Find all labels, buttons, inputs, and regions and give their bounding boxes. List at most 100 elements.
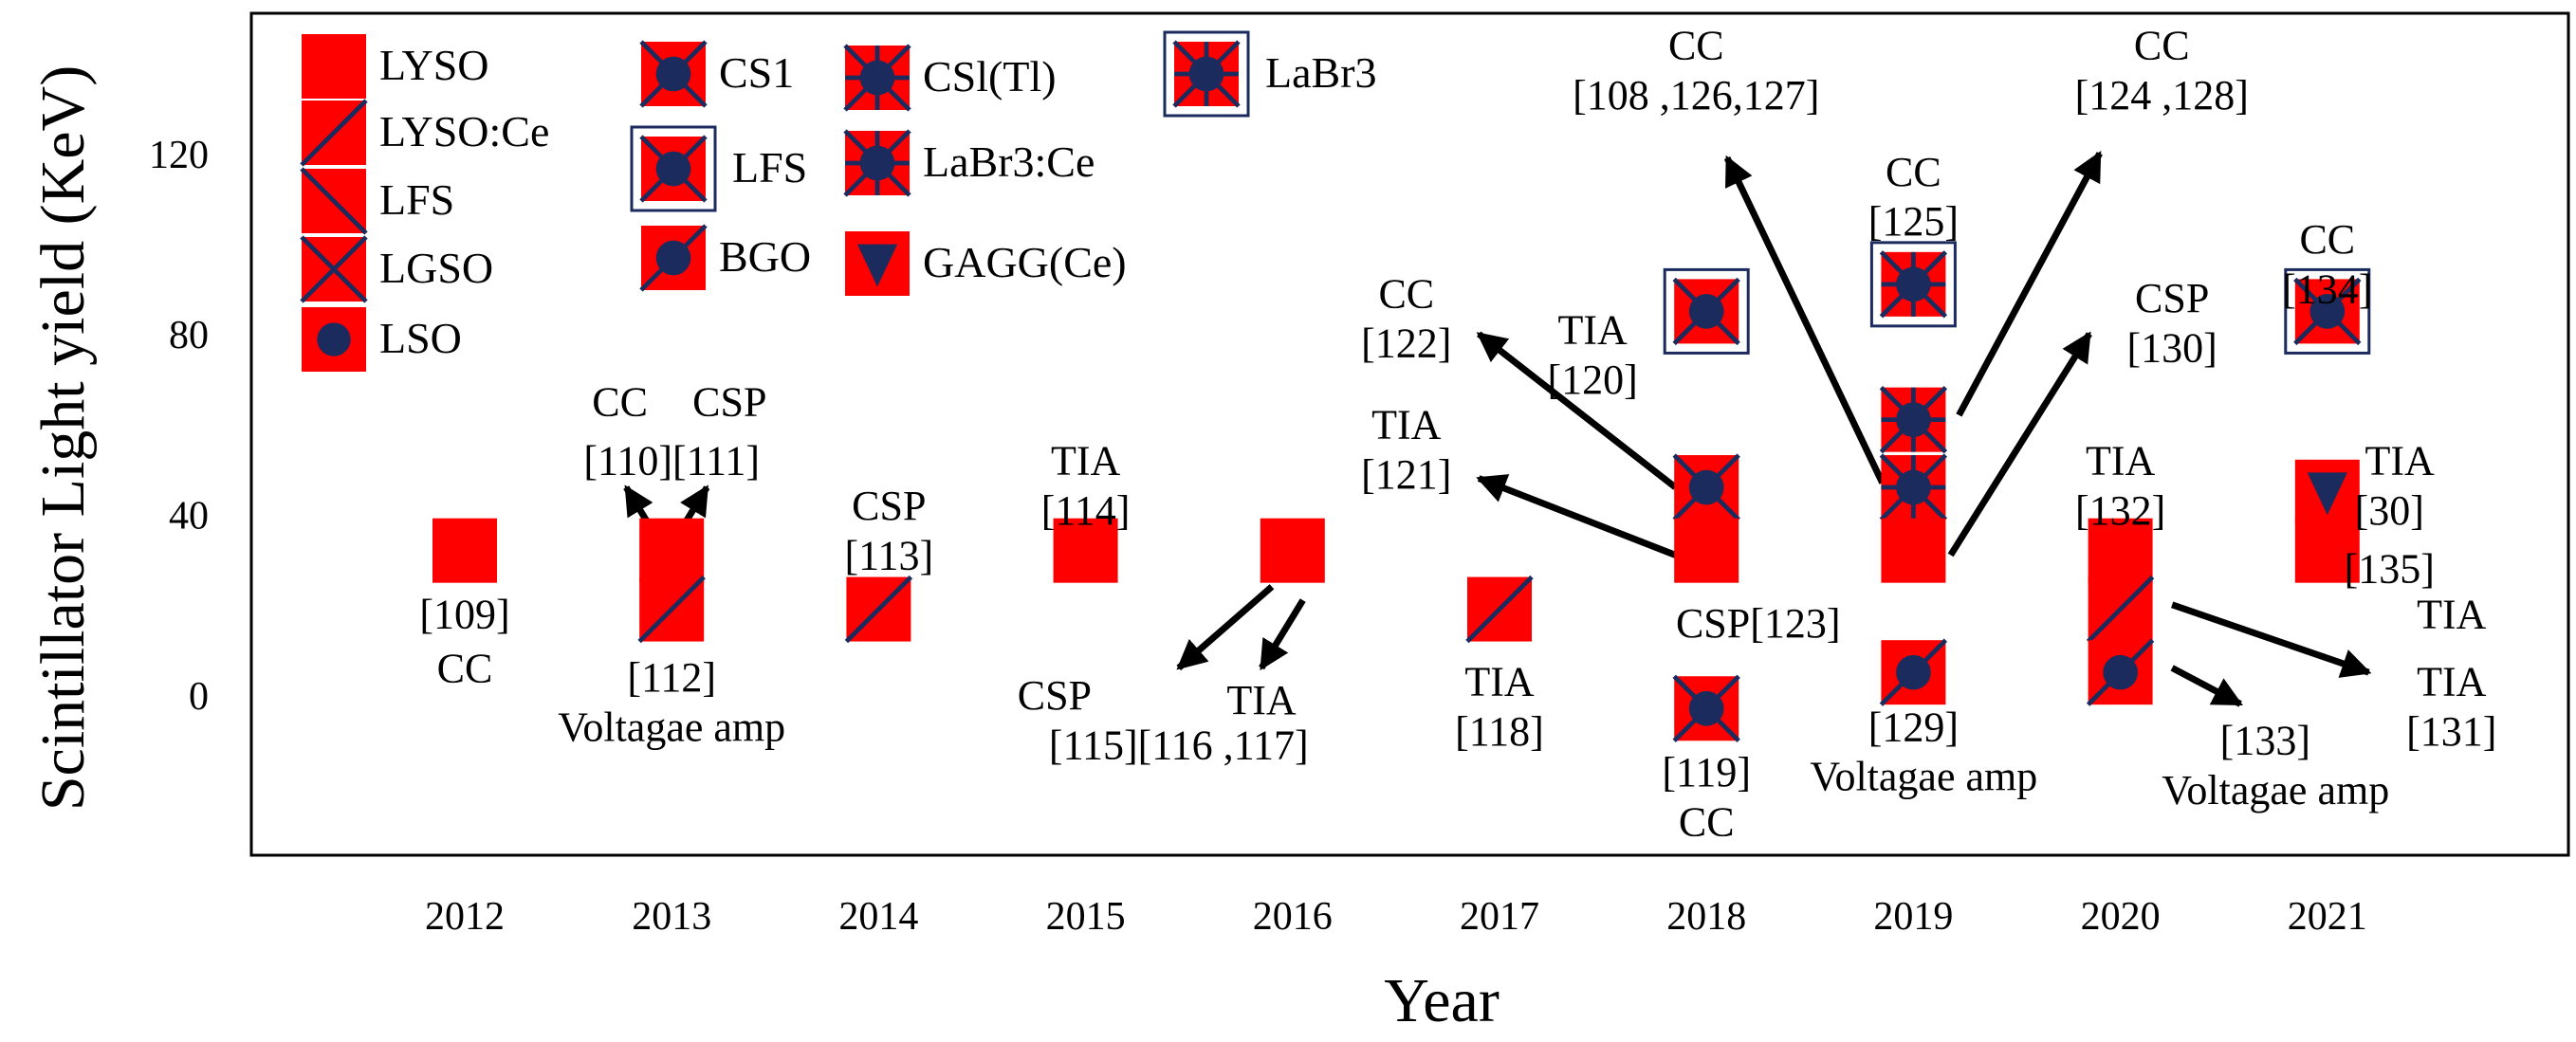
annotation-label: [132] <box>2075 487 2165 534</box>
annotation-label: TIA <box>1226 677 1297 723</box>
annotation-arrow <box>1176 584 1275 671</box>
annotation-label: [119] <box>1662 749 1751 795</box>
annotation-label: [131] <box>2406 708 2496 755</box>
legend-item: CSl(Tl) <box>843 44 1057 112</box>
annotation-arrow <box>1723 155 1886 484</box>
legend-item: LFS <box>300 167 454 235</box>
annotation-arrows <box>623 151 2372 707</box>
legend: LYSO LYSO:Ce LFS LGSO LSO CS1 LFS BGO CSl(Tl) LaB… <box>300 30 1377 372</box>
legend-label: LaBr3:Ce <box>923 137 1095 186</box>
legend-label: LaBr3 <box>1265 48 1377 97</box>
annotation-label: [113] <box>844 532 933 578</box>
y-axis-ticks: 0 40 80 120 <box>149 134 209 719</box>
annotation-label: CSP[123] <box>1676 600 1841 647</box>
data-point-dot-diag <box>1879 638 1948 706</box>
annotation-label: [124 ,128] <box>2075 72 2249 119</box>
annotation-arrow <box>1947 331 2092 558</box>
data-point-dot-star <box>1879 453 1948 521</box>
annotation-label: CC <box>1886 149 1941 195</box>
data-point-plain <box>2294 518 2360 583</box>
annotation-label: CC <box>1679 798 1735 845</box>
annotation-label: [108 ,126,127] <box>1573 72 1819 119</box>
legend-item: LFS <box>630 125 807 212</box>
data-point-dot-cross <box>1672 674 1740 742</box>
annotation-label: [109] <box>419 591 509 637</box>
annotation-arrow <box>2170 665 2243 707</box>
legend-item: BGO <box>639 224 811 292</box>
annotation-label: [115][116 ,117] <box>1049 722 1309 768</box>
legend-item: GAGG(Ce) <box>845 231 1127 296</box>
annotation-label: [122] <box>1361 320 1451 367</box>
legend-label: CS1 <box>719 48 794 97</box>
plot-frame <box>249 11 2570 857</box>
legend-label: GAGG(Ce) <box>923 238 1127 286</box>
legend-item: CS1 <box>639 40 794 108</box>
data-point-plain <box>1881 518 1946 583</box>
annotation-arrow <box>1476 331 1678 490</box>
data-point-dot-cross-framed <box>2284 267 2371 355</box>
data-point-diag-up <box>1465 575 1534 644</box>
legend-item: LYSO <box>302 34 489 99</box>
annotation-label: [120] <box>1548 356 1638 403</box>
annotation-label: CC <box>2299 216 2355 263</box>
annotation-label: [125] <box>1868 198 1959 245</box>
data-point-dot-diag <box>2086 638 2155 706</box>
data-markers <box>432 241 2371 742</box>
legend-label: LFS <box>732 143 807 192</box>
annotation-label: CC <box>437 645 493 691</box>
data-point-triangle <box>2294 459 2360 524</box>
annotation-arrow <box>1956 151 2103 417</box>
annotation-label: Voltagae amp <box>1810 754 2037 800</box>
data-point-diag-up <box>2086 575 2155 644</box>
annotation-arrow <box>1476 474 1677 558</box>
data-point-dot-star <box>1879 385 1948 454</box>
y-tick-label: 80 <box>169 314 209 357</box>
annotation-label: TIA <box>1558 306 1628 353</box>
x-tick-label: 2013 <box>632 895 711 939</box>
data-point-dot-star-framed <box>1869 241 1957 328</box>
legend-label: BGO <box>719 232 811 281</box>
annotation-label: CSP <box>1018 672 1092 719</box>
annotation-label: [133] <box>2220 718 2310 764</box>
data-point-plain <box>432 518 497 583</box>
data-point-plain <box>1674 518 1739 583</box>
x-tick-label: 2015 <box>1046 895 1126 939</box>
legend-item: LSO <box>302 307 462 372</box>
x-tick-label: 2020 <box>2081 895 2161 939</box>
x-tick-label: 2014 <box>838 895 918 939</box>
annotation-arrow <box>2171 601 2372 678</box>
annotation-label: [134] <box>2282 266 2372 313</box>
annotation-label: TIA <box>1051 437 1121 484</box>
legend-label: CSl(Tl) <box>923 52 1057 101</box>
annotation-arrow <box>1259 598 1306 671</box>
x-axis-ticks: 2012 2013 2014 2015 2016 2017 2018 2019 2020 2021 <box>425 895 2367 939</box>
data-point-diag-up <box>844 575 913 644</box>
data-point-diag-up <box>637 575 706 644</box>
legend-item: LaBr3:Ce <box>843 129 1095 197</box>
x-axis-title: Year <box>1384 966 1500 1035</box>
annotation-label: [135] <box>2345 546 2435 593</box>
annotation-label: TIA <box>2086 437 2156 484</box>
annotation-label: CC <box>1378 270 1434 317</box>
x-tick-label: 2018 <box>1666 895 1746 939</box>
annotation-label: CSP <box>852 483 926 529</box>
data-point-plain <box>1053 518 1118 583</box>
annotation-label: [129] <box>1868 704 1959 750</box>
legend-label: LYSO <box>379 41 489 89</box>
annotation-label: TIA <box>1371 401 1442 448</box>
legend-label: LFS <box>379 175 454 224</box>
annotation-label: TIA <box>2417 659 2487 705</box>
legend-item: LGSO <box>300 235 493 303</box>
x-tick-label: 2017 <box>1460 895 1539 939</box>
annotation-label: [121] <box>1361 451 1451 498</box>
legend-label: LSO <box>379 314 462 362</box>
annotation-label: [118] <box>1455 708 1544 755</box>
annotation-label: CC <box>592 379 648 426</box>
annotation-label: TIA <box>2417 591 2487 637</box>
x-tick-label: 2016 <box>1253 895 1333 939</box>
legend-item: LYSO:Ce <box>300 99 549 167</box>
annotation-label: [130] <box>2126 324 2217 371</box>
annotation-label: CC <box>2134 23 2190 69</box>
